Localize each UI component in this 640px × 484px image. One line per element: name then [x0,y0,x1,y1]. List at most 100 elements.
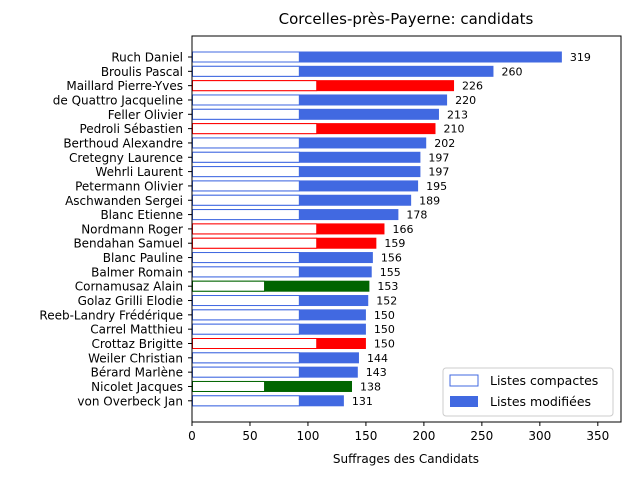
candidate-name-label: Bérard Marlène [91,366,183,380]
legend-swatch-modified [450,396,478,407]
value-label: 213 [447,108,468,121]
bar-compact-candidate-14 [192,252,300,264]
bar-compact-candidate-20 [192,338,318,349]
bar-compact-candidate-2 [192,80,318,92]
bar-modified-candidate-23 [192,380,353,392]
candidate-name-label: Berthoud Alexandre [63,136,183,150]
candidate-name-label: Aschwanden Sergei [65,194,183,208]
bar-compact-candidate-12 [192,223,318,235]
candidate-name-label: Feller Olivier [108,108,183,122]
bar-modified-candidate-1 [192,65,494,77]
value-labels: 3192602262202132102021971971951891781661… [352,51,591,408]
bar-compact-candidate-15 [192,266,300,278]
candidate-name-label: Weiler Christian [88,351,183,365]
bar-modified-candidate-10 [192,194,412,206]
value-label: 226 [462,80,483,93]
candidate-name-label: de Quattro Jacqueline [53,93,183,107]
candidate-name-label: Nicolet Jacques [91,380,183,394]
value-label: 155 [380,266,401,279]
candidate-name-label: Reeb-Landry Frédérique [39,308,183,322]
value-label: 150 [374,338,395,351]
bar-compact-candidate-10 [192,194,300,206]
candidate-name-label: Carrel Matthieu [90,323,183,337]
value-label: 150 [374,309,395,322]
value-label: 220 [455,94,476,107]
x-tick-label: 50 [242,429,257,443]
bar-compact-candidate-16 [192,280,266,292]
chart-title: Corcelles-près-Payerne: candidats [279,10,534,28]
value-label: 210 [443,123,464,136]
bar-compact-candidate-22 [192,366,300,378]
value-label: 152 [376,295,397,308]
bar-modified-candidate-16 [192,280,370,292]
candidate-name-label: Blanc Pauline [103,251,183,265]
bar-modified-candidate-4 [192,108,439,120]
legend-label-modified: Listes modifiées [490,394,591,409]
value-label: 138 [360,380,381,393]
value-label: 156 [381,252,402,265]
value-label: 319 [570,51,591,64]
value-label: 159 [384,237,405,250]
x-axis-ticks: 0 50 100 150 200 250 300 350 [188,422,609,443]
bar-compact-candidate-19 [192,323,300,335]
x-tick-label: 250 [470,429,493,443]
x-tick-label: 0 [188,429,196,443]
value-label: 202 [434,137,455,150]
value-label: 143 [366,366,387,379]
bar-compact-candidate-0 [192,51,300,63]
legend-swatch-compact [449,374,479,387]
value-label: 197 [428,151,449,164]
bar-compact-candidate-6 [192,137,300,149]
bar-compact-candidate-18 [192,309,300,321]
legend-label-compact: Listes compactes [490,373,598,388]
bar-compact-candidate-21 [192,352,300,364]
bar-compact-candidate-7 [192,151,300,163]
x-tick-label: 200 [412,429,435,443]
bar-compact-candidate-13 [192,237,318,249]
bar-modified-candidate-6 [192,137,427,149]
bar-modified-candidate-8 [192,166,421,178]
candidate-name-label: Crottaz Brigitte [91,337,183,351]
candidate-name-label: Nordmann Roger [81,222,183,236]
bar-compact-candidate-17 [192,295,300,307]
value-label: 150 [374,323,395,336]
x-tick-label: 150 [354,429,377,443]
plot-frame [191,35,622,423]
bar-compact-candidate-24 [192,395,300,407]
candidate-name-label: Maillard Pierre-Yves [66,79,183,93]
legend-box [442,367,614,417]
x-axis-label: Suffrages des Candidats [333,452,479,466]
bar-compact-candidate-23 [192,380,266,392]
bar-compact-candidate-9 [192,180,300,192]
bar-compact-candidate-5 [192,123,318,135]
value-label: 260 [501,65,522,78]
bar-compact-candidate-8 [192,166,300,178]
x-tick-label: 300 [528,429,551,443]
value-label: 195 [426,180,447,193]
candidate-name-label: Wehrli Laurent [95,165,183,179]
value-label: 131 [352,395,373,408]
candidate-name-label: Blanc Etienne [100,208,183,222]
value-label: 189 [419,194,440,207]
bar-modified-candidate-9 [192,180,419,192]
bar-modified-candidate-2 [192,80,455,92]
bar-modified-candidate-7 [192,151,421,163]
bar-compact-candidate-3 [192,94,300,106]
candidate-name-label: Golaz Grilli Elodie [78,294,183,308]
x-tick-label: 350 [586,429,609,443]
candidate-name-label: von Overbeck Jan [77,394,183,408]
bar-compact-candidate-4 [192,108,300,120]
candidate-name-label: Cornamusaz Alain [75,280,183,294]
value-label: 178 [406,209,427,222]
bar-modified-candidate-3 [192,94,448,106]
legend: Listes compactes Listes modifiées [442,367,614,417]
candidate-name-label: Pedroli Sébastien [79,122,183,136]
x-tick-label: 100 [296,429,319,443]
value-label: 166 [392,223,413,236]
bar-modified-candidate-0 [192,51,562,63]
value-label: 153 [377,280,398,293]
candidate-name-label: Balmer Romain [91,265,183,279]
